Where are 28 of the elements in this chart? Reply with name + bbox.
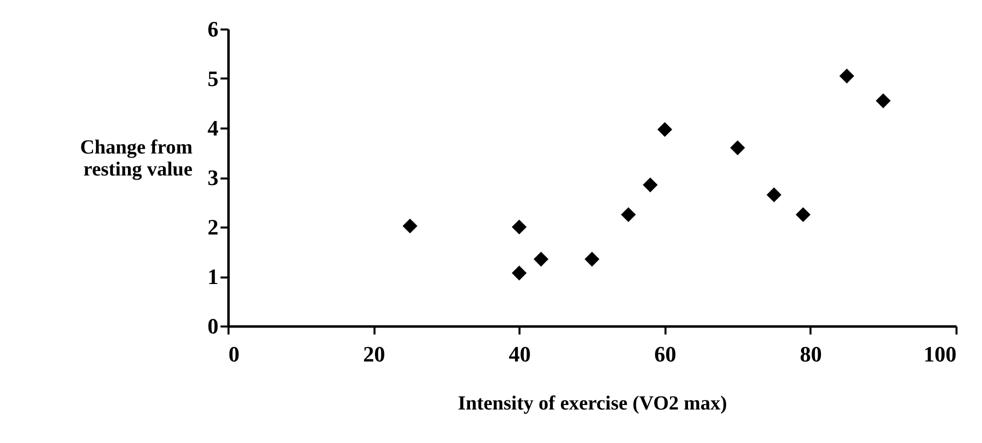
y-tick-label: 3	[208, 165, 218, 190]
point	[839, 68, 854, 84]
y-tick-label: 1	[208, 264, 218, 289]
point	[796, 207, 811, 222]
y-axis-title: Change from resting value	[80, 136, 193, 180]
x-axis-title: Intensity of exercise (VO2 max)	[458, 392, 728, 414]
y-tick-label: 0	[208, 314, 218, 338]
point	[534, 252, 548, 267]
point	[876, 93, 891, 108]
point	[766, 187, 782, 202]
y-tick-label: 2	[208, 214, 218, 240]
point	[620, 207, 636, 222]
point	[584, 252, 600, 267]
point	[402, 218, 418, 234]
x-tick-label: 40	[508, 342, 531, 366]
point	[730, 140, 746, 156]
y-tick-label: 6	[208, 16, 218, 42]
point	[512, 266, 527, 280]
point	[512, 220, 527, 234]
x-tick-label: 20	[363, 342, 386, 366]
x-tick-label: 0	[228, 342, 240, 366]
x-tick-label: 80	[800, 342, 822, 366]
point	[657, 122, 672, 137]
y-tick-label: 5	[208, 66, 218, 91]
x-tick-label: 100	[924, 342, 956, 366]
point	[642, 178, 658, 192]
y-tick-label: 4	[208, 116, 218, 140]
x-tick-label: 60	[654, 342, 676, 366]
